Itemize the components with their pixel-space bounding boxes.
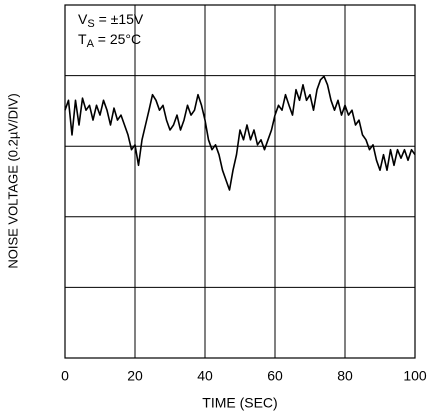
x-tick-label: 20 xyxy=(127,368,143,384)
annotation-main: V xyxy=(78,11,88,27)
noise-line xyxy=(64,75,416,191)
annotation-rest: = 25°C xyxy=(94,31,141,47)
annotation-rest: = ±15V xyxy=(95,11,144,27)
annotation-main: T xyxy=(78,31,87,47)
x-tick-label: 100 xyxy=(403,368,427,384)
annotation: TA = 25°C xyxy=(78,31,141,50)
annotation: VS = ±15V xyxy=(78,11,144,30)
annotation-sub: A xyxy=(87,38,95,50)
x-tick-label: 40 xyxy=(197,368,213,384)
annotation-sub: S xyxy=(87,18,94,30)
x-tick-label: 60 xyxy=(267,368,283,384)
y-axis-label: NOISE VOLTAGE (0.2µV/DIV) xyxy=(5,93,20,268)
plot-frame xyxy=(64,4,416,359)
x-tick-label: 0 xyxy=(61,368,69,384)
x-axis-label: TIME (SEC) xyxy=(202,395,277,411)
x-tick-label: 80 xyxy=(337,368,353,384)
